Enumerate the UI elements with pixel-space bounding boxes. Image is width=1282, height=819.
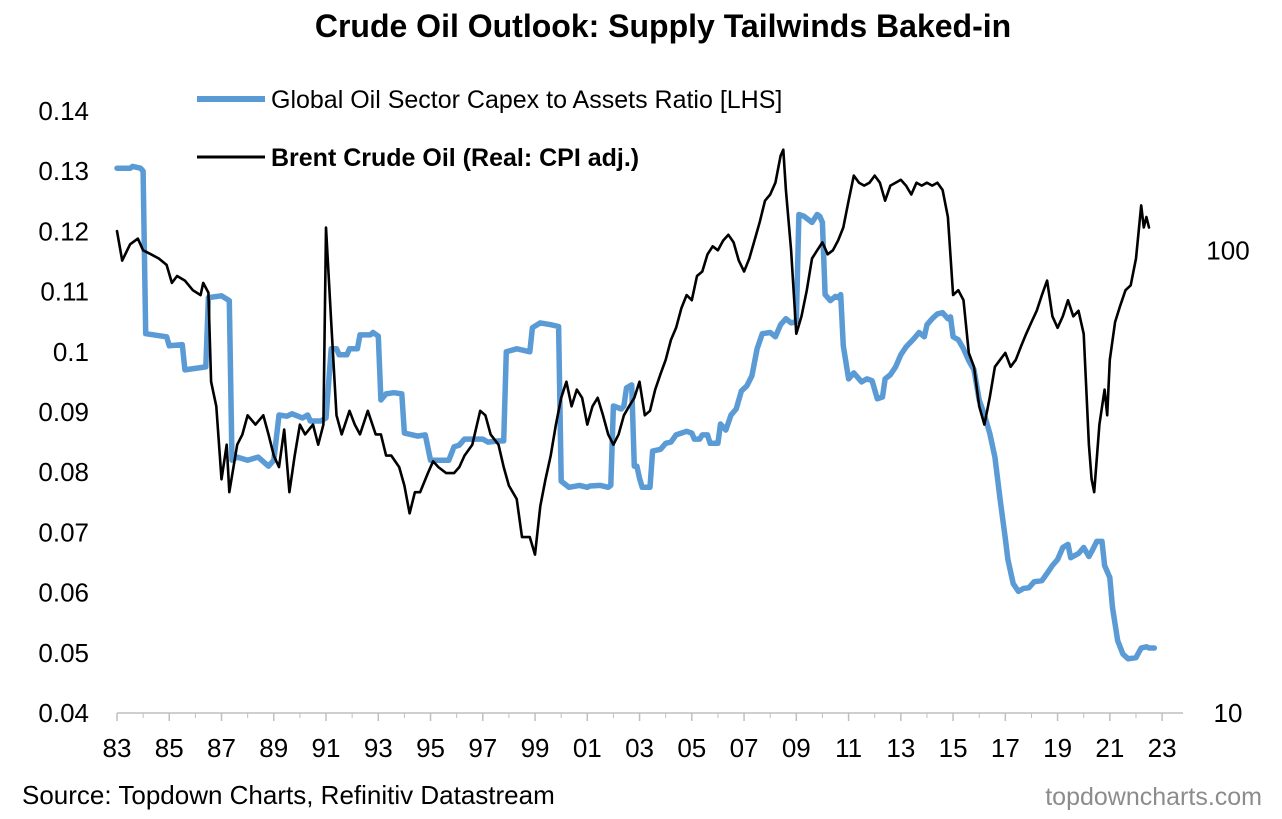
watermark: topdowncharts.com <box>1045 783 1262 811</box>
x-tick-label-23: 23 <box>1148 733 1177 763</box>
legend-label-capex: Global Oil Sector Capex to Assets Ratio … <box>271 86 782 114</box>
left-tick-label-0.07: 0.07 <box>38 517 89 547</box>
right-tick-label-10: 10 <box>1214 698 1243 728</box>
left-tick-label-0.11: 0.11 <box>40 277 89 307</box>
plot-area: 83 85 87 89 91 93 95 97 99 01 03 05 07 09 11 13 15 17 19 21… <box>38 96 1249 763</box>
x-tick-label-21: 21 <box>1095 733 1124 763</box>
x-tick-label-89: 89 <box>259 733 288 763</box>
x-tick-label-93: 93 <box>364 733 393 763</box>
x-tick-label-09: 09 <box>782 733 811 763</box>
x-tick-label-85: 85 <box>155 733 184 763</box>
series-layer <box>114 148 1158 662</box>
left-tick-label-0.14: 0.14 <box>38 96 89 126</box>
legend-item-capex: Global Oil Sector Capex to Assets Ratio … <box>197 86 782 114</box>
x-tick-label-15: 15 <box>939 733 968 763</box>
x-tick-label-99: 99 <box>521 733 550 763</box>
left-axis-tick-labels: 0.04 0.05 0.06 0.07 0.08 0.09 0.1 0.11 0.12 0.13 0… <box>38 96 89 728</box>
x-tick-label-01: 01 <box>573 733 602 763</box>
right-axis-tick-labels: 10 100 <box>1206 235 1249 728</box>
left-tick-label-0.09: 0.09 <box>38 397 89 427</box>
x-tick-label-87: 87 <box>207 733 236 763</box>
left-tick-label-0.08: 0.08 <box>38 457 89 487</box>
x-tick-label-03: 03 <box>625 733 654 763</box>
right-tick-label-100: 100 <box>1206 235 1249 265</box>
left-tick-label-0.06: 0.06 <box>38 578 89 608</box>
x-tick-marks <box>116 713 1163 721</box>
left-tick-label-0.05: 0.05 <box>38 638 89 668</box>
x-tick-label-07: 07 <box>730 733 759 763</box>
x-tick-label-19: 19 <box>1043 733 1072 763</box>
series-line-brent <box>115 148 1151 556</box>
x-tick-label-91: 91 <box>312 733 341 763</box>
x-tick-label-97: 97 <box>468 733 497 763</box>
left-tick-label-0.1: 0.1 <box>53 337 89 367</box>
legend: Global Oil Sector Capex to Assets Ratio … <box>197 86 782 172</box>
x-tick-label-95: 95 <box>416 733 445 763</box>
series-line-capex <box>114 163 1158 662</box>
legend-label-brent: Brent Crude Oil (Real: CPI adj.) <box>271 144 639 172</box>
x-tick-labels: 83 85 87 89 91 93 95 97 99 01 03 05 07 09 11 13 15 17 19 21… <box>103 733 1177 763</box>
left-tick-label-0.04: 0.04 <box>38 698 89 728</box>
source-note: Source: Topdown Charts, Refinitiv Datast… <box>22 780 555 810</box>
chart-title: Crude Oil Outlook: Supply Tailwinds Bake… <box>315 8 1011 44</box>
left-tick-label-0.12: 0.12 <box>38 216 89 246</box>
legend-item-brent: Brent Crude Oil (Real: CPI adj.) <box>197 144 639 172</box>
x-tick-label-13: 13 <box>886 733 915 763</box>
x-tick-label-05: 05 <box>677 733 706 763</box>
x-tick-label-83: 83 <box>103 733 132 763</box>
x-tick-label-17: 17 <box>991 733 1020 763</box>
x-tick-label-11: 11 <box>835 733 862 763</box>
left-tick-label-0.13: 0.13 <box>38 156 89 186</box>
